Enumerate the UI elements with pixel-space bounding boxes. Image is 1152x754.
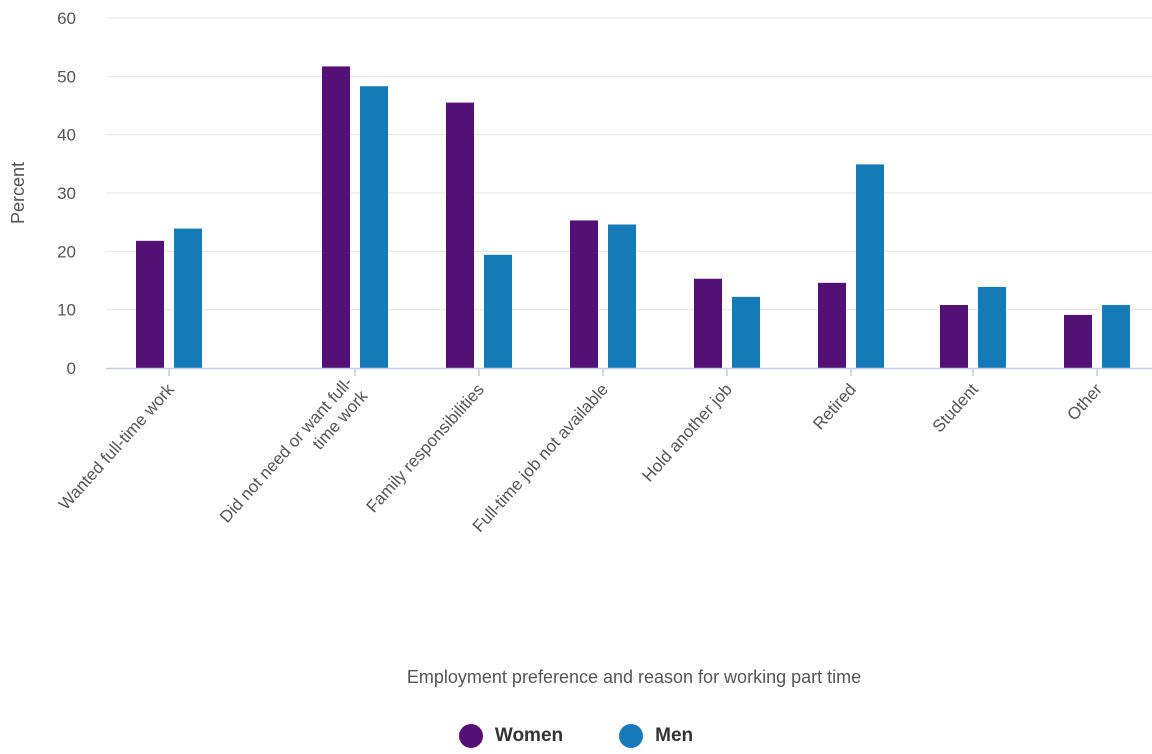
legend-label-women: Women: [494, 725, 564, 746]
x-tick-label: Did not need or want full-time work: [216, 373, 372, 540]
x-tick-label-line: Did not need or want full-: [216, 373, 357, 526]
x-tick-label-line: Full-time job not available: [469, 380, 612, 536]
bar-women-2[interactable]: [446, 102, 474, 368]
bar-women-1[interactable]: [322, 66, 350, 369]
x-tick-label: Full-time job not available: [469, 380, 612, 536]
bar-men-3[interactable]: [608, 224, 636, 369]
y-tick-label: 0: [67, 359, 76, 378]
bar-women-0[interactable]: [136, 240, 164, 368]
x-tick-label: Other: [1063, 380, 1106, 425]
y-tick-label: 60: [57, 9, 76, 28]
legend: Women Men: [0, 724, 1152, 748]
x-tick-label-line: Student: [929, 380, 983, 436]
x-tick-label-line: Other: [1063, 380, 1106, 425]
y-tick-labels: 0 10 20 30 40 50 60: [57, 9, 76, 378]
bar-women-5[interactable]: [818, 282, 846, 368]
x-tick-label-line: Hold another job: [638, 380, 736, 485]
bar-men-2[interactable]: [484, 254, 512, 368]
x-tick-label: Retired: [809, 380, 860, 433]
bar-men-5[interactable]: [856, 164, 884, 368]
x-axis: [106, 367, 1152, 376]
x-tick-label: Student: [929, 380, 983, 436]
bar-men-0[interactable]: [174, 228, 202, 368]
y-tick-label: 20: [57, 242, 76, 261]
bar-men-7[interactable]: [1102, 305, 1130, 368]
x-tick-label-line: Family responsibilities: [363, 380, 488, 516]
y-tick-label: 30: [57, 184, 76, 203]
y-tick-label: 40: [57, 126, 76, 145]
category-labels: Wanted full-time work Did not need or wan…: [55, 373, 1106, 540]
gridlines: [106, 17, 1152, 311]
x-tick-label: Wanted full-time work: [55, 380, 178, 514]
bar-men-1[interactable]: [360, 86, 388, 368]
bars: [136, 66, 1130, 369]
y-axis-title: Percent: [8, 162, 28, 224]
legend-item-women[interactable]: Women: [458, 724, 564, 748]
bar-women-4[interactable]: [694, 278, 722, 368]
x-tick-label-line: Wanted full-time work: [55, 380, 178, 514]
x-tick-label-line: Retired: [809, 380, 860, 433]
bar-women-6[interactable]: [940, 305, 968, 368]
bar-women-7[interactable]: [1064, 314, 1092, 368]
x-axis-title: Employment preference and reason for wor…: [407, 667, 861, 687]
y-tick-label: 50: [57, 67, 76, 86]
y-tick-label: 10: [57, 301, 76, 320]
bar-men-4[interactable]: [732, 296, 760, 368]
legend-marker-men: [619, 724, 644, 748]
x-tick-label: Hold another job: [638, 380, 736, 485]
legend-item-men[interactable]: Men: [619, 724, 693, 748]
x-tick-label: Family responsibilities: [363, 380, 488, 516]
bar-women-3[interactable]: [570, 220, 598, 368]
bar-men-6[interactable]: [978, 286, 1006, 368]
legend-label-men: Men: [655, 725, 694, 746]
legend-marker-women: [458, 724, 483, 748]
